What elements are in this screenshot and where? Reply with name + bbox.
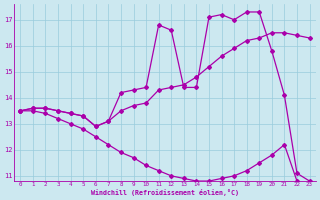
X-axis label: Windchill (Refroidissement éolien,°C): Windchill (Refroidissement éolien,°C) [91, 189, 239, 196]
